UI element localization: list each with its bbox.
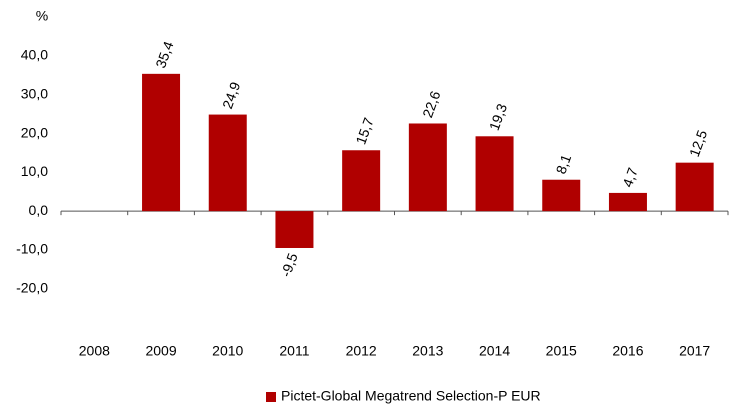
bar: [142, 73, 181, 212]
y-tick-label: 40,0: [21, 47, 48, 63]
x-tick-label: 2010: [212, 343, 243, 359]
x-tick-label: 2009: [145, 343, 176, 359]
x-tick-label: 2011: [279, 343, 309, 359]
x-tick-label: 2014: [479, 343, 510, 359]
x-tick-label: 2016: [612, 343, 643, 359]
value-label: 24,9: [219, 80, 243, 111]
y-axis-label: %: [36, 8, 48, 24]
bar: [408, 123, 447, 212]
legend-swatch: [266, 392, 276, 402]
bar: [542, 179, 581, 212]
y-tick-label: 0,0: [29, 202, 49, 218]
x-tick-label: 2012: [346, 343, 377, 359]
x-tick-label: 2013: [412, 343, 443, 359]
value-label: 12,5: [686, 128, 710, 159]
value-label: 8,1: [553, 152, 575, 176]
y-tick-label: 10,0: [21, 163, 48, 179]
value-label: 4,7: [619, 165, 641, 189]
x-tick-label: 2008: [79, 343, 110, 359]
value-label: 15,7: [352, 115, 376, 146]
bar: [675, 162, 714, 212]
y-tick-label: 30,0: [21, 85, 48, 101]
bar: [608, 192, 647, 212]
legend-label: Pictet-Global Megatrend Selection-P EUR: [281, 388, 541, 404]
y-tick-label: 20,0: [21, 124, 48, 140]
x-tick-label: 2015: [546, 343, 577, 359]
value-label: 22,6: [419, 89, 443, 120]
x-tick-label: 2017: [679, 343, 710, 359]
bar: [275, 211, 314, 248]
value-label: 35,4: [152, 39, 176, 70]
value-label: -9,5: [277, 251, 300, 279]
value-label: 19,3: [486, 101, 510, 132]
bar: [208, 114, 247, 212]
y-tick-label: -10,0: [16, 241, 48, 257]
y-tick-label: -20,0: [16, 279, 48, 295]
bar: [342, 150, 381, 212]
bar: [475, 136, 514, 212]
